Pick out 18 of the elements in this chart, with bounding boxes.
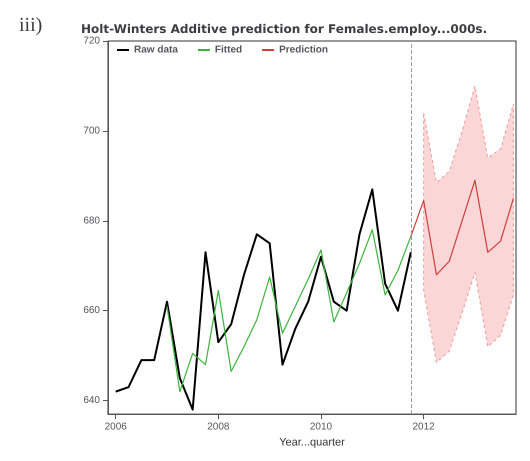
x-tick-label: 2008 [207, 422, 230, 433]
y-tick-label: 640 [83, 395, 100, 406]
x-axis-title: Year...quarter [279, 436, 346, 448]
legend-label: Prediction [279, 44, 328, 56]
x-tick-label: 2012 [412, 422, 436, 433]
text: iii) [19, 14, 42, 36]
line-series [410, 180, 514, 276]
line-series [166, 229, 412, 392]
legend-label: Raw data [134, 44, 178, 56]
x-tick-label: 2010 [310, 422, 333, 433]
chart-title: Holt-Winters Additive prediction for Females.employ...000s. [81, 22, 488, 36]
x-tick-label: 2006 [104, 422, 128, 433]
y-tick-label: 680 [83, 215, 100, 226]
y-tick-label: 660 [83, 305, 100, 316]
y-tick-label: 700 [83, 125, 100, 136]
legend-label: Fitted [214, 44, 242, 56]
line-series [114, 188, 412, 411]
y-tick-label: 720 [83, 36, 100, 46]
